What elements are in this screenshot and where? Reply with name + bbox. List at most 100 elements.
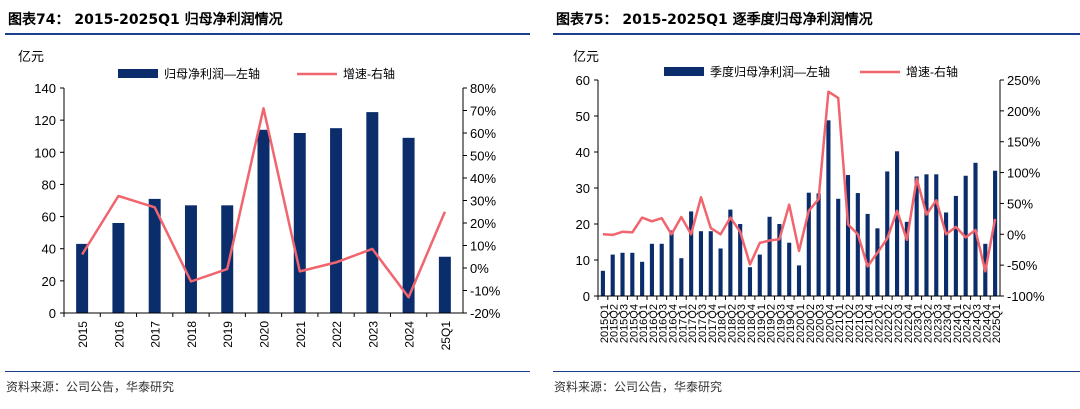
- right-tick-label: 50%: [470, 149, 496, 164]
- bar: [293, 133, 306, 313]
- bar: [738, 224, 743, 296]
- x-tick-label: 2020Q4: [824, 304, 836, 343]
- y-unit-label: 亿元: [573, 49, 599, 64]
- x-tick-label: 2019Q3: [775, 304, 787, 343]
- legend-bar-label: 季度归母净利润—左轴: [710, 64, 830, 79]
- left-tick-label: 10: [576, 253, 590, 268]
- quarterly-net-profit-chart: 亿元 0 10 20 30 40 50 60 -100% -50% 0% 50% 100% 150% 200…: [573, 49, 1045, 343]
- source-note: 资料来源：公司公告，华泰研究: [554, 380, 723, 394]
- right-tick-label: 0%: [1007, 227, 1026, 242]
- x-tick-label: 2018Q1: [717, 304, 729, 343]
- bar: [221, 205, 234, 313]
- x-tick-label: 2019: [221, 321, 235, 348]
- left-tick-label: 40: [576, 145, 590, 160]
- bar: [806, 192, 811, 296]
- bar: [610, 254, 615, 296]
- legend-line-label: 增速-右轴: [906, 64, 958, 79]
- x-tick-label: 2024Q1: [952, 304, 964, 343]
- bar: [787, 242, 792, 296]
- x-tick-label: 2021Q2: [844, 304, 856, 343]
- x-tick-label: 2023Q3: [932, 304, 944, 343]
- x-tick-label: 2021Q3: [854, 304, 866, 343]
- left-tick-label: 140: [34, 81, 56, 96]
- bar: [698, 231, 704, 296]
- legend-bar-swatch: [664, 67, 704, 76]
- x-tick-label: 2017Q2: [687, 304, 699, 343]
- bar: [855, 193, 860, 296]
- right-tick-label: -10%: [470, 284, 501, 299]
- x-tick-label: 2018: [185, 321, 199, 348]
- bar: [767, 216, 772, 296]
- bar: [148, 198, 161, 313]
- bar: [640, 261, 645, 296]
- x-tick-label: 2023Q1: [913, 304, 925, 343]
- left-tick-label: 40: [42, 242, 56, 257]
- title-rule: [553, 33, 1080, 35]
- bar: [826, 120, 831, 296]
- x-tick-label: 2016Q2: [648, 304, 660, 343]
- x-tick-label: 2015: [76, 321, 90, 348]
- x-tick-label: 2017Q4: [707, 304, 719, 343]
- bar: [330, 128, 343, 313]
- left-tick-label: 0: [583, 289, 590, 304]
- x-tick-label: 2024Q3: [971, 304, 983, 343]
- left-tick-label: 50: [576, 109, 590, 124]
- y-unit-label: 亿元: [18, 49, 44, 64]
- annual-net-profit-chart: 亿元 0 20 40 60 80 100 120 140 -20% -10% 0% 10% 20% 30% 4…: [18, 49, 501, 350]
- x-tick-label: 2023: [366, 321, 380, 348]
- x-tick-label: 2022Q3: [893, 304, 905, 343]
- bar: [630, 252, 635, 296]
- bar: [679, 258, 684, 296]
- right-tick-label: -20%: [470, 306, 501, 321]
- bar: [816, 193, 821, 296]
- bar: [402, 137, 415, 313]
- right-tick-label: 60%: [470, 126, 496, 141]
- right-tick-label: 50%: [1007, 196, 1033, 211]
- right-tick-label: 150%: [1007, 135, 1041, 150]
- x-tick-label: 2020Q2: [805, 304, 817, 343]
- chart-title: 图表75： 2015-2025Q1 逐季度归母净利润情况: [556, 12, 873, 28]
- left-tick-label: 80: [42, 177, 56, 192]
- x-tick-label: 2019Q1: [756, 304, 768, 343]
- right-tick-label: -50%: [1007, 258, 1038, 273]
- right-tick-label: 0%: [470, 261, 489, 276]
- x-tick-label: 2015Q4: [628, 304, 640, 343]
- footer-rule: [5, 371, 530, 372]
- left-tick-label: 60: [42, 210, 56, 225]
- bar: [689, 211, 694, 296]
- x-tick-label: 2021: [294, 321, 308, 348]
- left-tick-label: 120: [34, 113, 56, 128]
- footer-rule: [553, 371, 1080, 372]
- x-tick-label: 2019Q4: [785, 304, 797, 343]
- bar: [600, 270, 605, 296]
- x-tick-label: 2015Q2: [609, 304, 621, 343]
- x-tick-label: 2017Q1: [677, 304, 689, 343]
- x-tick-label: 2024Q4: [981, 304, 993, 343]
- left-tick-label: 100: [34, 145, 56, 160]
- bar: [845, 175, 851, 296]
- right-tick-label: 80%: [470, 81, 496, 96]
- bar: [728, 209, 733, 296]
- bar: [993, 170, 998, 296]
- bar: [747, 267, 753, 296]
- x-tick-label: 2019Q2: [766, 304, 778, 343]
- left-chart-panel: 图表74： 2015-2025Q1 归母净利润情况 亿元 0 20 40 60 80 100…: [0, 0, 530, 409]
- x-tick-label: 2025Q1: [991, 304, 1003, 343]
- title-rule: [5, 33, 530, 35]
- bar: [757, 254, 762, 296]
- left-tick-label: 0: [49, 306, 56, 321]
- bar: [904, 221, 909, 296]
- x-tick-label: 2016Q1: [638, 304, 650, 343]
- bar: [649, 243, 654, 296]
- bar: [796, 265, 802, 296]
- x-tick-label: 2017: [149, 321, 163, 348]
- x-tick-label: 2022: [330, 321, 344, 348]
- x-tick-label: 2022Q4: [903, 304, 915, 343]
- x-tick-label: 2018Q4: [746, 304, 758, 343]
- bar: [953, 195, 958, 296]
- bar: [934, 174, 939, 296]
- x-tick-label: 2023Q4: [942, 304, 954, 343]
- x-tick-label: 2015Q1: [599, 304, 611, 343]
- x-tick-label: 2021Q1: [834, 304, 846, 343]
- bar: [184, 205, 197, 313]
